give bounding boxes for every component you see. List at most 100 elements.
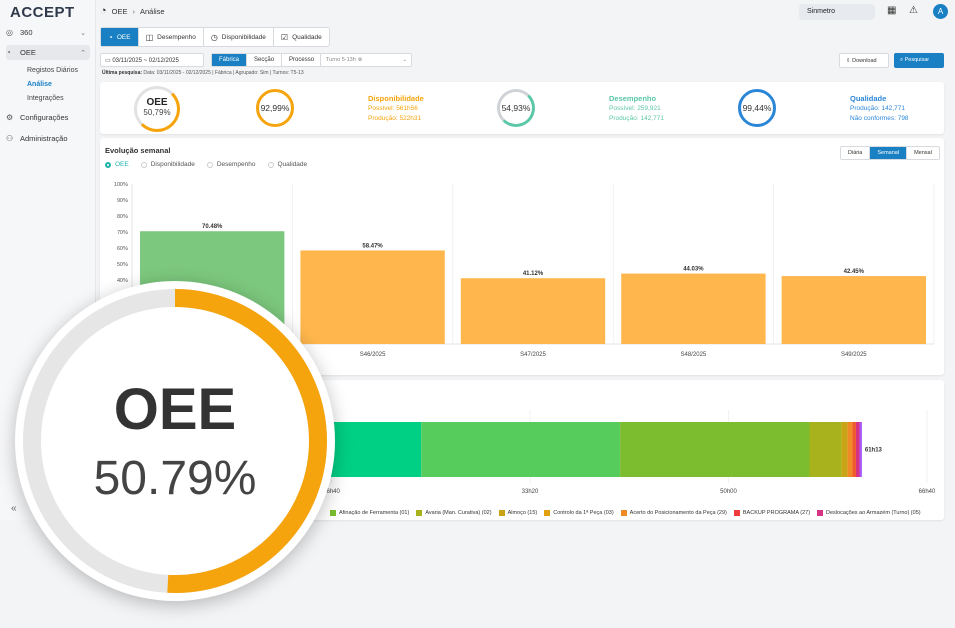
collapse-sidebar-button[interactable]: «	[11, 503, 17, 514]
legend-item[interactable]: Almoço (15)	[498, 510, 538, 516]
tab-disponibilidade[interactable]: ◷ Disponibilidade	[204, 28, 274, 46]
radio-desempenho[interactable]: Desempenho	[206, 161, 256, 168]
zoom-oee-value: 50.79%	[93, 452, 257, 505]
sidebar-item-label: OEE	[20, 48, 36, 57]
tab-oee[interactable]: ◔ OEE	[101, 28, 139, 46]
legend-item[interactable]: Avaria (Man. Curativa) (02)	[416, 510, 492, 516]
oee-ring-title: OEE	[146, 97, 168, 108]
radio-disponibilidade[interactable]: Disponibilidade	[140, 161, 195, 168]
search-button[interactable]: ⌕ Pesquisar	[894, 53, 944, 68]
sidebar-item-oee[interactable]: ◔ OEE ⌃	[6, 45, 90, 60]
x-tick-label: 16h40	[323, 489, 340, 495]
stopwatch-icon: ◷	[210, 32, 218, 42]
period-semanal[interactable]: Semanal	[870, 147, 908, 159]
alert-triangle-icon[interactable]: ⚠	[909, 5, 918, 16]
availability-ring: 92,99%	[256, 89, 294, 127]
performance-title: Desempenho	[609, 94, 657, 103]
sidebar-item-label: 360	[20, 28, 33, 37]
group-option-processo[interactable]: Processo	[289, 57, 315, 63]
sidebar-subitem-analise[interactable]: Análise	[27, 81, 52, 88]
radio-qualidade[interactable]: Qualidade	[267, 161, 307, 168]
360-icon: ◎	[6, 28, 13, 37]
bar[interactable]	[781, 276, 926, 344]
avatar[interactable]: A	[933, 4, 948, 19]
stack-segment[interactable]	[855, 422, 860, 477]
legend-label: Acerto do Posicionamento da Peça (29)	[629, 510, 727, 516]
stack-segment[interactable]	[809, 422, 842, 477]
sidebar-subitem-integracoes[interactable]: Integrações	[27, 95, 64, 102]
oee-zoom-ring	[23, 289, 327, 593]
radio-oee[interactable]: OEE	[105, 161, 129, 168]
bar-value-label: 70.48%	[202, 224, 223, 230]
sidebar-item-360[interactable]: ◎ 360 ⌄	[6, 25, 90, 40]
x-tick-label: S49/2025	[841, 352, 867, 358]
kpi-panel: OEE 50,79% 92,99% Disponibilidade Possív…	[100, 82, 944, 134]
legend-item[interactable]: Deslocações ao Armazém (Turno) (05)	[817, 510, 921, 516]
bar[interactable]	[460, 278, 606, 344]
zoom-ring-progress	[23, 289, 327, 593]
x-tick-label: S47/2025	[520, 352, 546, 358]
period-diaria[interactable]: Diária	[841, 147, 871, 159]
bar[interactable]	[621, 273, 766, 344]
stack-segment[interactable]	[852, 422, 856, 477]
legend-swatch	[817, 510, 824, 516]
period-mensal[interactable]: Mensal	[914, 150, 932, 156]
y-tick-label: 60%	[117, 246, 128, 252]
legend-label: Almoço (15)	[507, 510, 538, 516]
tab-desempenho[interactable]: ◫ Desempenho	[139, 28, 204, 46]
stack-segment[interactable]	[841, 422, 848, 477]
tab-qualidade[interactable]: ☑ Qualidade	[280, 32, 322, 42]
chevron-down-icon: ⌄	[402, 57, 407, 63]
legend-swatch	[620, 510, 627, 516]
y-tick-label: 70%	[117, 230, 128, 236]
x-tick-label: 50h00	[720, 489, 737, 495]
breadcrumb-item[interactable]: OEE	[111, 6, 128, 16]
total-label: 61h13	[865, 448, 883, 454]
shift-select[interactable]: Turno 5-13h ⊗ ⌄	[320, 53, 412, 67]
logo: ACCEPT	[10, 4, 75, 21]
chevron-up-icon: ⌃	[80, 49, 86, 57]
y-tick-label: 100%	[114, 182, 128, 188]
date-range-input[interactable]: ▭ 03/11/2025 ~ 02/12/2025	[100, 53, 204, 67]
group-selector: Fábrica Secção Processo	[211, 53, 323, 67]
sidebar-item-configuracoes[interactable]: ⚙ Configurações	[6, 110, 90, 125]
bar[interactable]	[300, 250, 445, 344]
search-icon: ⌕	[900, 57, 904, 63]
legend-swatch	[544, 510, 551, 516]
x-tick-label: S48/2025	[681, 352, 707, 358]
quality-title: Qualidade	[850, 94, 887, 103]
quality-kpi: Qualidade Produção: 142,771 Não conforme…	[850, 94, 909, 122]
download-button[interactable]: ⇩ Download	[839, 53, 889, 68]
zoom-oee-title: OEE	[113, 377, 237, 442]
sidebar-subitem-registos[interactable]: Registos Diários	[27, 67, 78, 74]
legend-label: Avaria (Man. Curativa) (02)	[425, 510, 492, 516]
legend-swatch	[498, 510, 505, 516]
chart-title: Evolução semanal	[105, 146, 171, 155]
sidebar-item-administracao[interactable]: ⚇ Administração	[6, 131, 90, 146]
company-selector[interactable]: Sinmetro	[799, 4, 875, 20]
sidebar-item-label: Configurações	[20, 113, 69, 122]
availability-kpi: Disponibilidade Possível: 561h56 Produçã…	[368, 94, 424, 122]
calendar-icon: ▭	[105, 58, 111, 64]
legend-item[interactable]: Acerto do Posicionamento da Peça (29)	[620, 510, 727, 516]
clear-icon[interactable]: ⊗	[357, 57, 363, 63]
last-search-info: Última pesquisa: Data: 03/11/2025 - 02/1…	[102, 70, 304, 76]
stack-segment[interactable]	[620, 422, 810, 477]
performance-kpi: Desempenho Possível: 259,921 Produção: 1…	[609, 94, 664, 122]
legend-label: Controlo da 1ª Peça (03)	[553, 510, 614, 516]
stack-segment[interactable]	[859, 422, 862, 477]
legend-item[interactable]: Afinação de Ferramenta (01)	[330, 510, 409, 516]
x-tick-label: 66h40	[919, 489, 936, 495]
bar-value-label: 44.03%	[683, 267, 704, 273]
y-tick-label: 40%	[117, 278, 128, 284]
legend-swatch	[733, 510, 740, 516]
stack-segment[interactable]	[847, 422, 853, 477]
group-option-seccao[interactable]: Secção	[247, 54, 283, 66]
stack-segment[interactable]	[421, 422, 621, 477]
calendar-icon[interactable]: ▦	[887, 5, 897, 16]
legend-item[interactable]: BACKUP PROGRAMA (27)	[733, 510, 810, 516]
group-option-fabrica[interactable]: Fábrica	[212, 54, 248, 66]
legend-item[interactable]: Controlo da 1ª Peça (03)	[544, 510, 614, 516]
performance-ring: 54,93%	[497, 89, 535, 127]
